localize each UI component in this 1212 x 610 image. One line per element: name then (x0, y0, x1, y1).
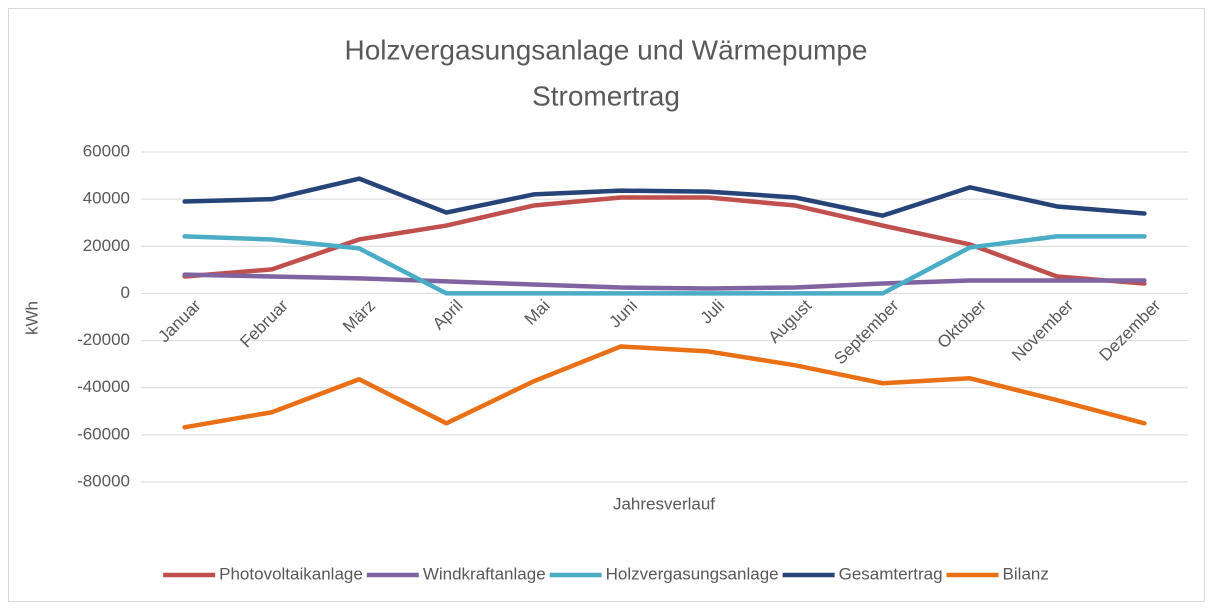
chart-border (8, 8, 1205, 602)
y-tick-label: -60000 (77, 424, 130, 443)
chart-title: Holzvergasungsanlage und Wärmepumpe (345, 34, 868, 65)
y-tick-label: 40000 (83, 189, 130, 208)
x-axis-label: Jahresverlauf (613, 494, 715, 513)
y-tick-label: 60000 (83, 141, 130, 160)
legend-label: Bilanz (1003, 564, 1049, 583)
line (182, 344, 1147, 430)
line (182, 234, 1147, 296)
y-tick-label: 0 (121, 283, 130, 302)
y-tick-label: 20000 (83, 236, 130, 255)
y-tick-label: -40000 (77, 377, 130, 396)
legend-label: Windkraftanlage (423, 564, 546, 583)
y-tick-label: -20000 (77, 330, 130, 349)
line (182, 195, 1147, 286)
y-axis-label: kWh (22, 301, 41, 335)
y-tick-label: -80000 (77, 471, 130, 490)
legend-label: Photovoltaikanlage (219, 564, 363, 583)
legend-label: Holzvergasungsanlage (606, 564, 779, 583)
legend-label: Gesamtertrag (839, 564, 943, 583)
chart-title: Stromertrag (532, 80, 680, 111)
line (182, 176, 1147, 218)
line (182, 272, 1147, 291)
